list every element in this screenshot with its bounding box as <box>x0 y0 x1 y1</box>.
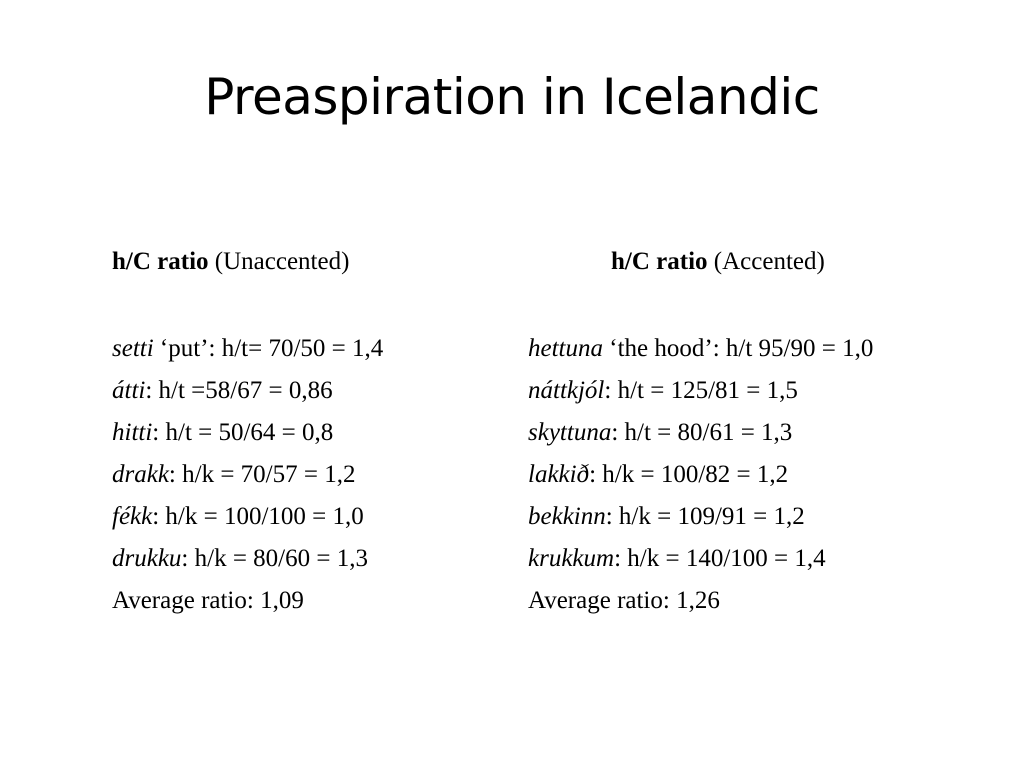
ratio-row: átti: h/t =58/67 = 0,86 <box>112 370 383 412</box>
example-word: skyttuna <box>528 419 612 446</box>
ratio-row: bekkinn: h/k = 109/91 = 1,2 <box>528 496 873 538</box>
unaccented-header: h/C ratio (Unaccented) <box>112 244 383 286</box>
ratio-text: : h/t = 125/81 = 1,5 <box>604 377 798 404</box>
accented-header: h/C ratio (Accented) <box>528 244 873 286</box>
header-ratio-label: h/C ratio <box>611 248 708 275</box>
header-condition: (Unaccented) <box>208 248 350 275</box>
ratio-row: hettuna ‘the hood’: h/t 95/90 = 1,0 <box>528 328 873 370</box>
ratio-row: fékk: h/k = 100/100 = 1,0 <box>112 496 383 538</box>
ratio-text: : h/k = 80/60 = 1,3 <box>181 545 368 572</box>
ratio-row: skyttuna: h/t = 80/61 = 1,3 <box>528 412 873 454</box>
ratio-row: krukkum: h/k = 140/100 = 1,4 <box>528 538 873 580</box>
example-word: drakk <box>112 461 169 488</box>
example-word: fékk <box>112 503 153 530</box>
ratio-row: hitti: h/t = 50/64 = 0,8 <box>112 412 383 454</box>
example-word: krukkum <box>528 545 615 572</box>
example-word: hitti <box>112 419 153 446</box>
ratio-text: : h/k = 100/100 = 1,0 <box>152 503 364 530</box>
ratio-text: ‘the hood’: h/t 95/90 = 1,0 <box>603 335 874 362</box>
ratio-text: : h/t = 80/61 = 1,3 <box>611 419 793 446</box>
example-word: hettuna <box>528 335 603 362</box>
average-ratio: Average ratio: 1,26 <box>528 587 720 614</box>
ratio-row: náttkjól: h/t = 125/81 = 1,5 <box>528 370 873 412</box>
average-ratio: Average ratio: 1,09 <box>112 587 304 614</box>
header-ratio-label: h/C ratio <box>112 248 209 275</box>
ratio-text: : h/k = 70/57 = 1,2 <box>168 461 356 488</box>
ratio-row: lakkið: h/k = 100/82 = 1,2 <box>528 454 873 496</box>
unaccented-column: h/C ratio (Unaccented) setti ‘put’: h/t=… <box>112 244 383 622</box>
header-condition: (Accented) <box>707 248 825 275</box>
example-word: lakkið <box>528 461 590 488</box>
ratio-text: ‘put’: h/t= 70/50 = 1,4 <box>153 335 384 362</box>
ratio-row: drukku: h/k = 80/60 = 1,3 <box>112 538 383 580</box>
ratio-row: setti ‘put’: h/t= 70/50 = 1,4 <box>112 328 383 370</box>
example-word: drukku <box>112 545 182 572</box>
ratio-text: : h/t =58/67 = 0,86 <box>145 377 333 404</box>
example-word: átti <box>112 377 146 404</box>
ratio-text: : h/t = 50/64 = 0,8 <box>152 419 334 446</box>
slide-title: Preaspiration in Icelandic <box>204 68 820 126</box>
example-word: náttkjól <box>528 377 605 404</box>
ratio-text: : h/k = 140/100 = 1,4 <box>614 545 826 572</box>
ratio-text: : h/k = 109/91 = 1,2 <box>605 503 805 530</box>
example-word: setti <box>112 335 154 362</box>
ratio-text: : h/k = 100/82 = 1,2 <box>589 461 789 488</box>
example-word: bekkinn <box>528 503 606 530</box>
accented-column: h/C ratio (Accented) hettuna ‘the hood’:… <box>528 244 873 622</box>
ratio-row: drakk: h/k = 70/57 = 1,2 <box>112 454 383 496</box>
